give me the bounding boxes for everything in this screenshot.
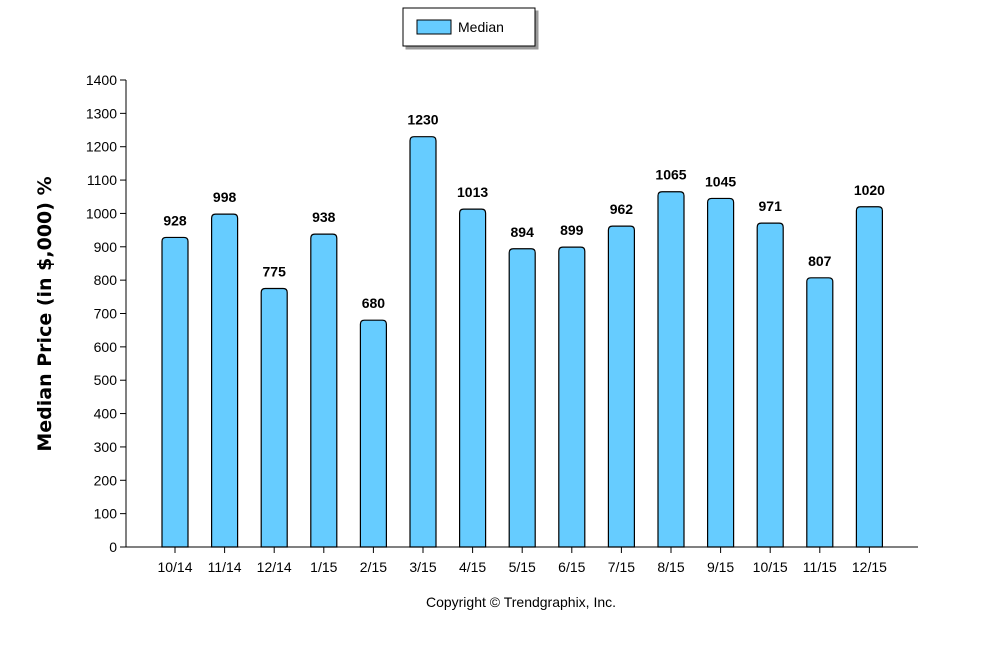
bar-9/15 <box>707 197 735 548</box>
y-tick-label: 300 <box>94 439 118 455</box>
data-label: 1013 <box>457 184 488 200</box>
y-tick-label: 500 <box>94 372 118 388</box>
y-tick-label: 700 <box>94 306 118 322</box>
copyright-footer: Copyright © Trendgraphix, Inc. <box>426 594 616 610</box>
legend: Median <box>402 7 536 47</box>
x-tick-label: 9/15 <box>707 559 734 575</box>
x-tick-label: 7/15 <box>608 559 635 575</box>
x-tick-label: 12/15 <box>852 559 887 575</box>
y-tick-label: 400 <box>94 406 118 422</box>
bar-4/15 <box>459 208 487 548</box>
bar-12/15 <box>855 206 883 548</box>
bar-12/14 <box>260 287 288 548</box>
x-tick-label: 5/15 <box>509 559 536 575</box>
y-tick-label: 1300 <box>86 105 117 121</box>
data-label: 894 <box>511 224 535 240</box>
y-tick-label: 1100 <box>87 172 117 188</box>
data-labels: 928 998 775 938 680 1230 1013 894 899 962 1065 1045… <box>163 112 885 311</box>
bar-3/15 <box>409 136 437 548</box>
x-tick-label: 4/15 <box>459 559 486 575</box>
y-axis: 0 100 200 300 400 500 600 700 800 900 1000 1100 1200… <box>86 72 127 555</box>
data-label: 807 <box>808 253 832 269</box>
y-tick-label: 1000 <box>86 205 117 221</box>
y-tick-label: 900 <box>94 239 118 255</box>
y-tick-label: 1400 <box>86 72 117 88</box>
bar-11/14 <box>211 213 239 548</box>
x-tick-label: 12/14 <box>257 559 292 575</box>
x-tick-label: 11/14 <box>208 559 242 575</box>
data-label: 938 <box>312 209 336 225</box>
legend-swatch <box>416 19 452 35</box>
bar-10/14 <box>161 236 189 548</box>
y-tick-label: 200 <box>94 472 118 488</box>
x-tick-label: 8/15 <box>657 559 684 575</box>
bar-10/15 <box>756 222 784 548</box>
x-tick-label: 2/15 <box>360 559 387 575</box>
legend-label: Median <box>458 19 504 35</box>
y-axis-label: Median Price (in $,000) % <box>34 176 56 451</box>
data-label: 1020 <box>854 182 885 198</box>
x-tick-label: 11/15 <box>803 559 837 575</box>
data-label: 962 <box>610 201 634 217</box>
bar-2/15 <box>359 319 387 548</box>
bars <box>161 136 883 548</box>
y-tick-label: 600 <box>94 339 118 355</box>
data-label: 1065 <box>655 167 686 183</box>
x-tick-label: 1/15 <box>310 559 337 575</box>
x-tick-label: 10/14 <box>157 559 192 575</box>
x-tick-label: 10/15 <box>753 559 788 575</box>
data-label: 928 <box>163 212 187 228</box>
data-label: 1045 <box>705 173 736 189</box>
y-tick-label: 800 <box>94 272 118 288</box>
y-tick-label: 0 <box>109 539 117 555</box>
bar-8/15 <box>657 191 685 548</box>
data-label: 680 <box>362 295 386 311</box>
y-tick-label: 1200 <box>86 139 117 155</box>
bar-1/15 <box>310 233 338 548</box>
x-tick-label: 6/15 <box>558 559 585 575</box>
data-label: 899 <box>560 222 584 238</box>
data-label: 971 <box>759 198 783 214</box>
data-label: 775 <box>263 263 287 279</box>
bar-6/15 <box>558 246 586 548</box>
x-axis: 10/14 11/14 12/14 1/15 2/15 3/15 4/15 5/15 6/15 7… <box>126 546 918 575</box>
y-tick-label: 100 <box>94 506 118 522</box>
bar-5/15 <box>508 248 536 548</box>
x-tick-label: 3/15 <box>409 559 436 575</box>
data-label: 1230 <box>407 112 438 128</box>
data-label: 998 <box>213 189 237 205</box>
bar-7/15 <box>607 225 635 548</box>
bar-11/15 <box>806 277 834 548</box>
